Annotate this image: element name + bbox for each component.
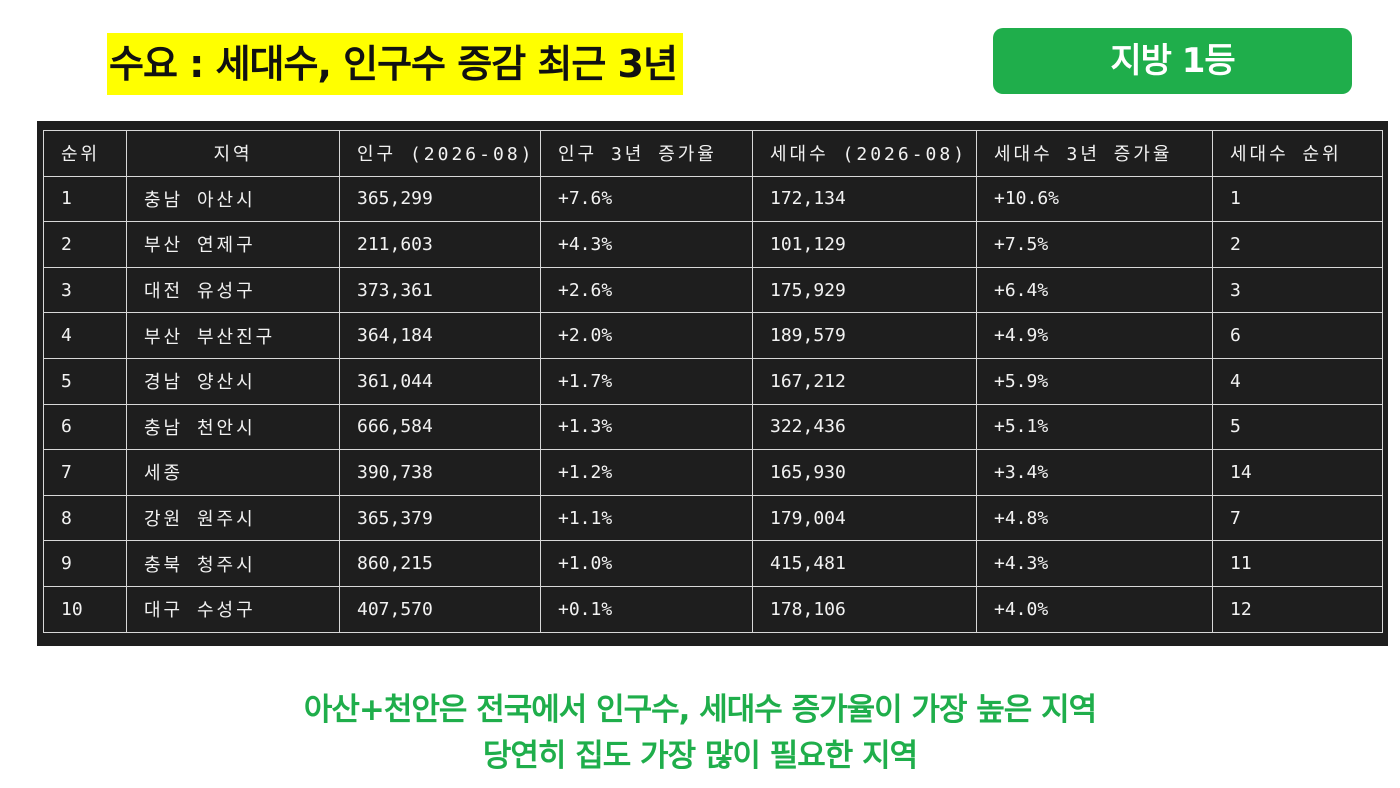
cell-rank: 2 [43,221,127,268]
table-row: 9 충북 청주시 860,215 +1.0% 415,481 +4.3% 11 [43,540,1383,587]
cell-households-rank: 12 [1212,585,1383,633]
cell-population: 666,584 [339,403,541,451]
cell-households-rank: 3 [1212,266,1383,314]
cell-households-rank: 5 [1212,403,1383,451]
summary-line-1: 아산+천안은 전국에서 인구수, 세대수 증가율이 가장 높은 지역 [303,692,1097,728]
cell-population: 364,184 [339,312,541,359]
cell-households-growth: +5.9% [976,357,1213,405]
cell-rank: 10 [43,585,127,633]
cell-households-rank: 4 [1212,357,1383,405]
table-row: 5 경남 양산시 361,044 +1.7% 167,212 +5.9% 4 [43,357,1383,405]
cell-region: 부산 부산진구 [126,312,340,359]
cell-population: 365,299 [339,175,541,223]
cell-households-rank: 7 [1212,494,1383,542]
cell-population-growth: +2.0% [540,312,753,359]
cell-population-growth: +4.3% [540,221,753,268]
cell-region: 대전 유성구 [126,266,340,314]
cell-households-growth: +4.3% [976,540,1213,587]
cell-rank: 9 [43,540,127,587]
cell-households-rank: 14 [1212,449,1383,496]
cell-rank: 8 [43,494,127,542]
cell-region: 대구 수성구 [126,585,340,633]
cell-population-growth: +0.1% [540,585,753,633]
table-row: 4 부산 부산진구 364,184 +2.0% 189,579 +4.9% 6 [43,312,1383,359]
cell-population-growth: +1.0% [540,540,753,587]
cell-households: 189,579 [752,312,977,359]
cell-households: 175,929 [752,266,977,314]
cell-population-growth: +2.6% [540,266,753,314]
cell-households-growth: +4.8% [976,494,1213,542]
table-row: 10 대구 수성구 407,570 +0.1% 178,106 +4.0% 12 [43,585,1383,633]
cell-rank: 5 [43,357,127,405]
header-households: 세대수 (2026-08) [752,130,977,177]
cell-rank: 1 [43,175,127,223]
header-population: 인구 (2026-08) [339,130,541,177]
header-population-growth: 인구 3년 증가율 [540,130,753,177]
cell-households: 101,129 [752,221,977,268]
table-row: 7 세종 390,738 +1.2% 165,930 +3.4% 14 [43,449,1383,496]
cell-population-growth: +1.7% [540,357,753,405]
cell-rank: 7 [43,449,127,496]
cell-households-growth: +4.9% [976,312,1213,359]
cell-rank: 6 [43,403,127,451]
cell-households-growth: +3.4% [976,449,1213,496]
cell-region: 충남 천안시 [126,403,340,451]
cell-households: 165,930 [752,449,977,496]
cell-households: 179,004 [752,494,977,542]
cell-population: 373,361 [339,266,541,314]
cell-region: 충남 아산시 [126,175,340,223]
cell-households: 322,436 [752,403,977,451]
cell-population-growth: +7.6% [540,175,753,223]
cell-households-rank: 11 [1212,540,1383,587]
header-region: 지역 [126,130,340,177]
cell-households: 167,212 [752,357,977,405]
cell-region: 충북 청주시 [126,540,340,587]
cell-population-growth: +1.1% [540,494,753,542]
table-row: 2 부산 연제구 211,603 +4.3% 101,129 +7.5% 2 [43,221,1383,268]
cell-population: 365,379 [339,494,541,542]
table-header-row: 순위 지역 인구 (2026-08) 인구 3년 증가율 세대수 (2026-0… [43,130,1383,177]
cell-population: 211,603 [339,221,541,268]
cell-population: 860,215 [339,540,541,587]
cell-households: 178,106 [752,585,977,633]
cell-households-rank: 1 [1212,175,1383,223]
cell-population: 361,044 [339,357,541,405]
header-households-rank: 세대수 순위 [1212,130,1383,177]
cell-households-rank: 6 [1212,312,1383,359]
cell-rank: 4 [43,312,127,359]
ranking-table-panel: 순위 지역 인구 (2026-08) 인구 3년 증가율 세대수 (2026-0… [37,121,1388,646]
table-row: 3 대전 유성구 373,361 +2.6% 175,929 +6.4% 3 [43,266,1383,314]
cell-region: 부산 연제구 [126,221,340,268]
table-row: 1 충남 아산시 365,299 +7.6% 172,134 +10.6% 1 [43,175,1383,223]
cell-population: 407,570 [339,585,541,633]
cell-rank: 3 [43,266,127,314]
cell-population-growth: +1.3% [540,403,753,451]
header-rank: 순위 [43,130,127,177]
cell-households: 415,481 [752,540,977,587]
cell-households-growth: +6.4% [976,266,1213,314]
table-row: 8 강원 원주시 365,379 +1.1% 179,004 +4.8% 7 [43,494,1383,542]
cell-households-growth: +10.6% [976,175,1213,223]
cell-population-growth: +1.2% [540,449,753,496]
cell-households-growth: +4.0% [976,585,1213,633]
cell-households-rank: 2 [1212,221,1383,268]
table-row: 6 충남 천안시 666,584 +1.3% 322,436 +5.1% 5 [43,403,1383,451]
cell-households-growth: +7.5% [976,221,1213,268]
header-households-growth: 세대수 3년 증가율 [976,130,1213,177]
cell-region: 경남 양산시 [126,357,340,405]
cell-region: 강원 원주시 [126,494,340,542]
region-rank-badge: 지방 1등 [993,28,1352,94]
cell-households: 172,134 [752,175,977,223]
summary-line-2: 당연히 집도 가장 많이 필요한 지역 [482,738,918,774]
cell-households-growth: +5.1% [976,403,1213,451]
population-ranking-table: 순위 지역 인구 (2026-08) 인구 3년 증가율 세대수 (2026-0… [43,130,1383,633]
cell-population: 390,738 [339,449,541,496]
cell-region: 세종 [126,449,340,496]
page-title: 수요 : 세대수, 인구수 증감 최근 3년 [107,33,683,95]
